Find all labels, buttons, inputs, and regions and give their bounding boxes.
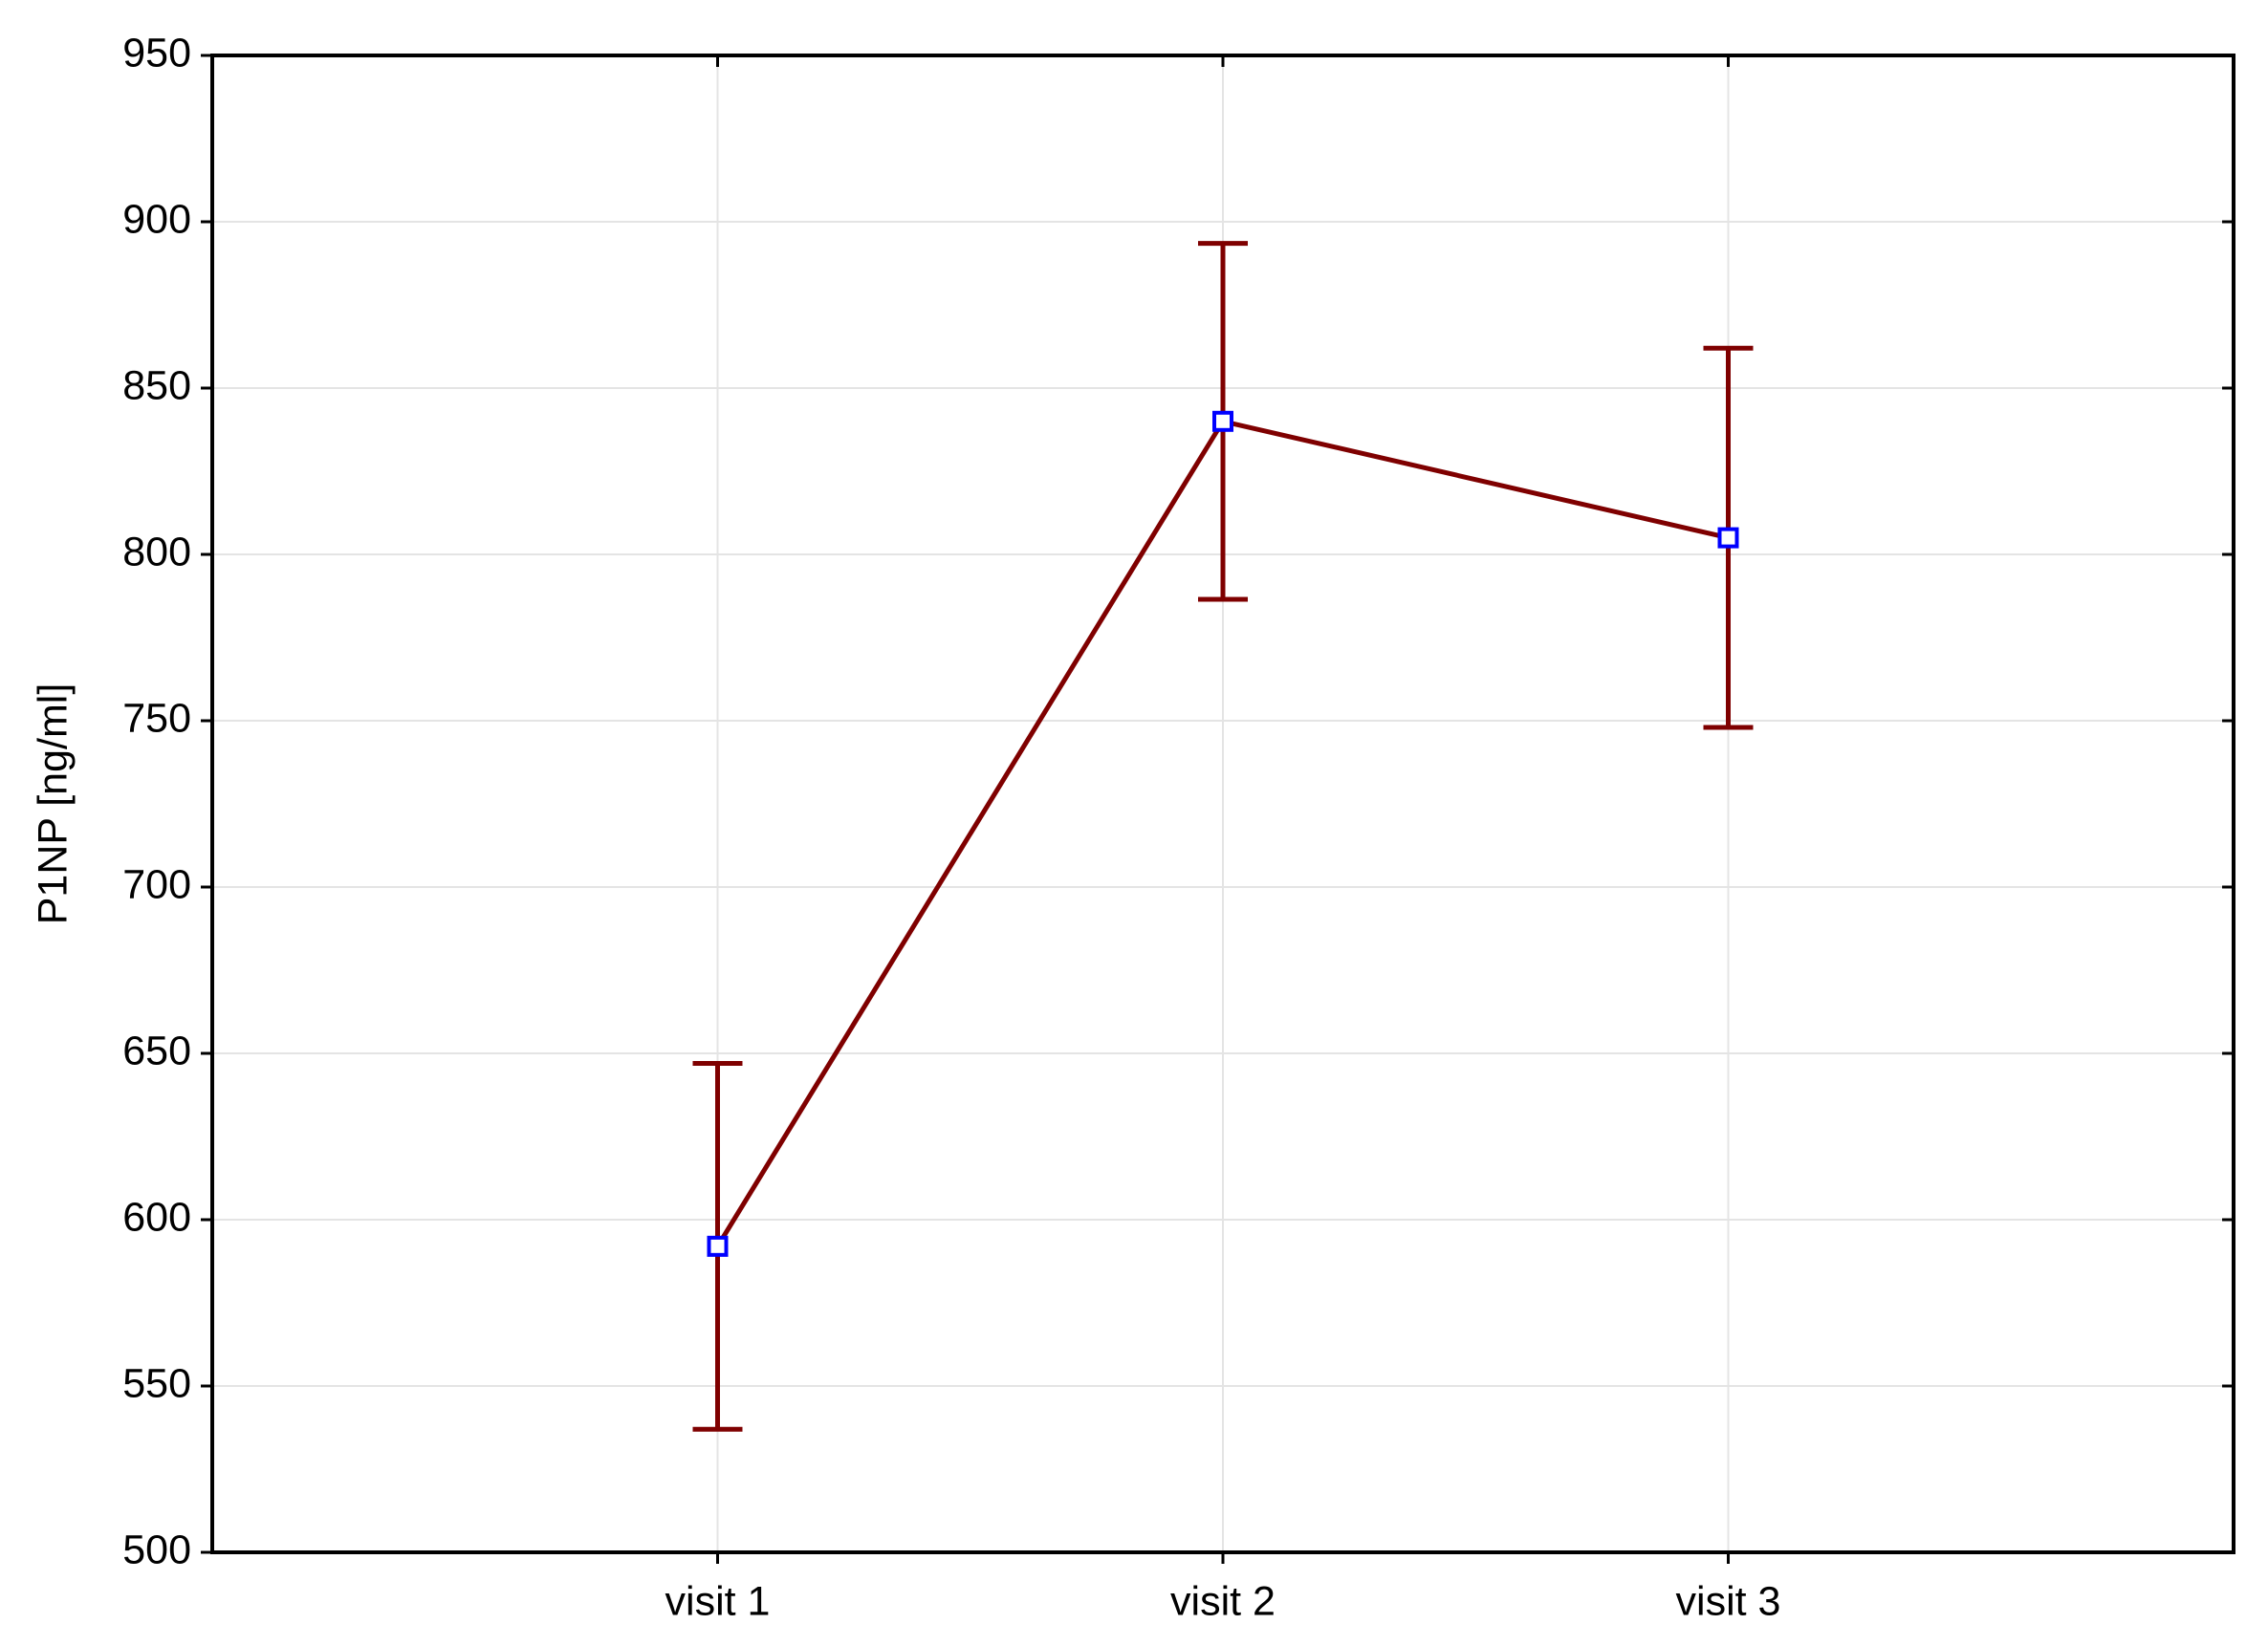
- plot-frame: [210, 54, 2235, 1554]
- x-tick-label: visit 1: [665, 1578, 771, 1624]
- y-tick-label: 950: [122, 30, 191, 76]
- x-tick-label: visit 2: [1170, 1578, 1276, 1624]
- marker: [1212, 410, 1233, 432]
- y-tick-label: 500: [122, 1527, 191, 1572]
- y-tick-label: 750: [122, 695, 191, 741]
- y-tick-label: 850: [122, 362, 191, 408]
- y-tick-label: 900: [122, 196, 191, 242]
- y-axis-label: P1NP [ng/ml]: [30, 683, 76, 925]
- y-tick-label: 700: [122, 861, 191, 907]
- x-tick-label: visit 3: [1676, 1578, 1781, 1624]
- y-tick-label: 550: [122, 1360, 191, 1406]
- y-tick-label: 650: [122, 1028, 191, 1073]
- marker: [1717, 527, 1739, 549]
- y-tick-label: 600: [122, 1194, 191, 1240]
- marker: [707, 1235, 729, 1257]
- y-tick-label: 800: [122, 529, 191, 574]
